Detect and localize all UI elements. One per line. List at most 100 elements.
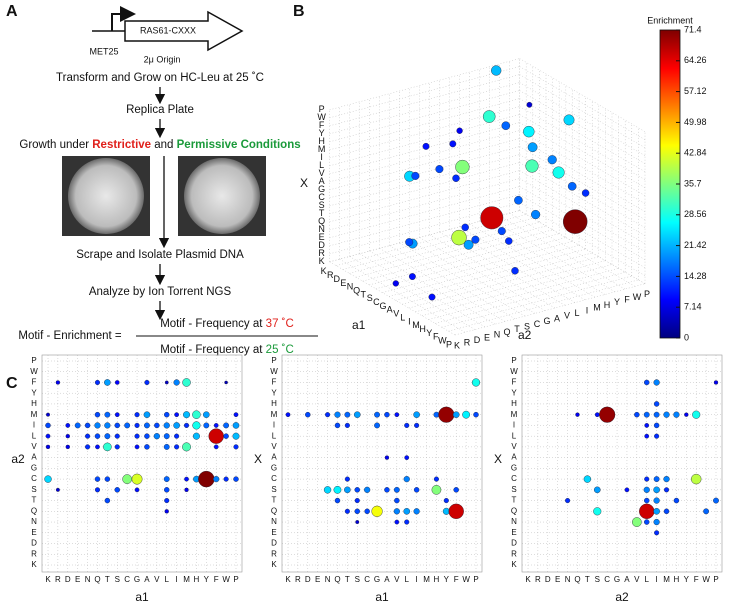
- x-tick-label: Y: [684, 575, 690, 584]
- x-tick-label: F: [454, 575, 459, 584]
- x-tick-label: N: [85, 575, 91, 584]
- x-tick-label: R: [55, 575, 61, 584]
- bubble: [134, 433, 140, 439]
- bubble: [411, 171, 420, 180]
- y-tick-label: Y: [31, 388, 37, 397]
- grid-line: [369, 250, 496, 325]
- colorbar-tick-label: 35.7: [684, 178, 702, 188]
- bubble: [583, 475, 592, 483]
- bubble: [114, 433, 120, 439]
- step: Transform and Grow on HC-Leu at 25 ˚C: [56, 72, 264, 84]
- grid-line: [519, 154, 646, 228]
- grid-line: [329, 261, 456, 336]
- bubble: [104, 422, 111, 429]
- bubble: [451, 229, 467, 246]
- bubble: [183, 422, 190, 428]
- y-tick-label: P: [511, 356, 516, 365]
- bubble: [653, 422, 660, 429]
- a2-label: M: [593, 303, 601, 313]
- x-tick-label: S: [355, 575, 360, 584]
- bubble: [463, 239, 474, 250]
- bubble: [461, 223, 469, 232]
- bubble: [46, 412, 50, 417]
- bubble: [403, 475, 410, 483]
- y-tick-label: A: [271, 453, 277, 462]
- bubble: [354, 487, 360, 493]
- y-tick-label: M: [31, 410, 38, 419]
- bubble: [435, 165, 444, 174]
- y-tick-label: T: [32, 496, 37, 505]
- bubble: [692, 410, 701, 419]
- plot-frame: [41, 354, 243, 573]
- x-tick-label: H: [434, 575, 440, 584]
- x-tick-label: E: [75, 575, 80, 584]
- grid-line: [342, 218, 533, 270]
- x-tick-label: Y: [444, 575, 450, 584]
- y-axis-title: a2: [11, 452, 25, 466]
- bubble: [384, 411, 390, 418]
- bubble: [354, 508, 360, 515]
- bubble: [104, 476, 111, 482]
- bubble: [452, 174, 460, 182]
- permissive: Permissive Conditions: [177, 139, 301, 151]
- bubble: [353, 411, 361, 418]
- y-tick-label: C: [511, 474, 517, 483]
- bubble: [644, 519, 650, 525]
- grid-line: [415, 260, 606, 313]
- y-tick-label: I: [273, 421, 275, 430]
- y-tick-label: D: [511, 539, 517, 548]
- y-tick-label: V: [31, 442, 37, 451]
- plate: [68, 158, 144, 234]
- bubble: [403, 508, 411, 515]
- y-tick-label: I: [513, 421, 515, 430]
- y-tick-label: H: [31, 399, 37, 408]
- x-label: R: [318, 248, 325, 258]
- a1-label: G: [379, 301, 386, 311]
- y-axis-title: X: [494, 452, 502, 466]
- x-tick-label: K: [45, 575, 51, 584]
- x-tick-label: D: [65, 575, 71, 584]
- colorbar-tick-label: 14.28: [684, 271, 707, 281]
- grid-line: [395, 248, 586, 301]
- a1-label: E: [340, 278, 346, 288]
- bubble: [594, 412, 600, 418]
- a1-label: D: [334, 274, 341, 284]
- x-tick-label: K: [525, 575, 531, 584]
- x-tick-label: V: [634, 575, 640, 584]
- x-axis-title: a1: [135, 590, 149, 604]
- bubble: [393, 486, 400, 493]
- bubble: [104, 411, 111, 418]
- a1-label: A: [387, 305, 393, 315]
- grid-line: [519, 58, 646, 132]
- bubble: [428, 293, 436, 301]
- bubble: [405, 238, 414, 247]
- bubble: [114, 422, 120, 429]
- x-tick-label: S: [115, 575, 120, 584]
- a2-label: N: [494, 330, 501, 340]
- panel-a: A RAS61-CXXX MET25 2μ Origin Transform a…: [6, 3, 318, 356]
- grid-line: [519, 106, 646, 180]
- y-tick-label: D: [31, 539, 37, 548]
- y-tick-label: D: [271, 539, 277, 548]
- a2-label: T: [514, 324, 520, 334]
- bubble: [334, 497, 341, 504]
- x-tick-label: E: [555, 575, 560, 584]
- bubble: [497, 227, 506, 236]
- bubble: [163, 433, 170, 440]
- bubble: [232, 422, 240, 429]
- a1-label: Y: [426, 328, 432, 338]
- x-tick-label: T: [105, 575, 110, 584]
- bubble: [94, 433, 101, 439]
- bubble: [184, 487, 189, 493]
- x-tick-label: G: [614, 575, 620, 584]
- y-tick-label: W: [270, 367, 278, 376]
- gene-box: [124, 10, 244, 52]
- grid-line: [519, 130, 646, 204]
- a2-label: I: [586, 305, 589, 315]
- x-tick-label: M: [423, 575, 430, 584]
- x-label: C: [318, 192, 325, 202]
- grid-line: [519, 162, 646, 236]
- y-tick-label: W: [30, 367, 38, 376]
- bubble: [374, 411, 380, 418]
